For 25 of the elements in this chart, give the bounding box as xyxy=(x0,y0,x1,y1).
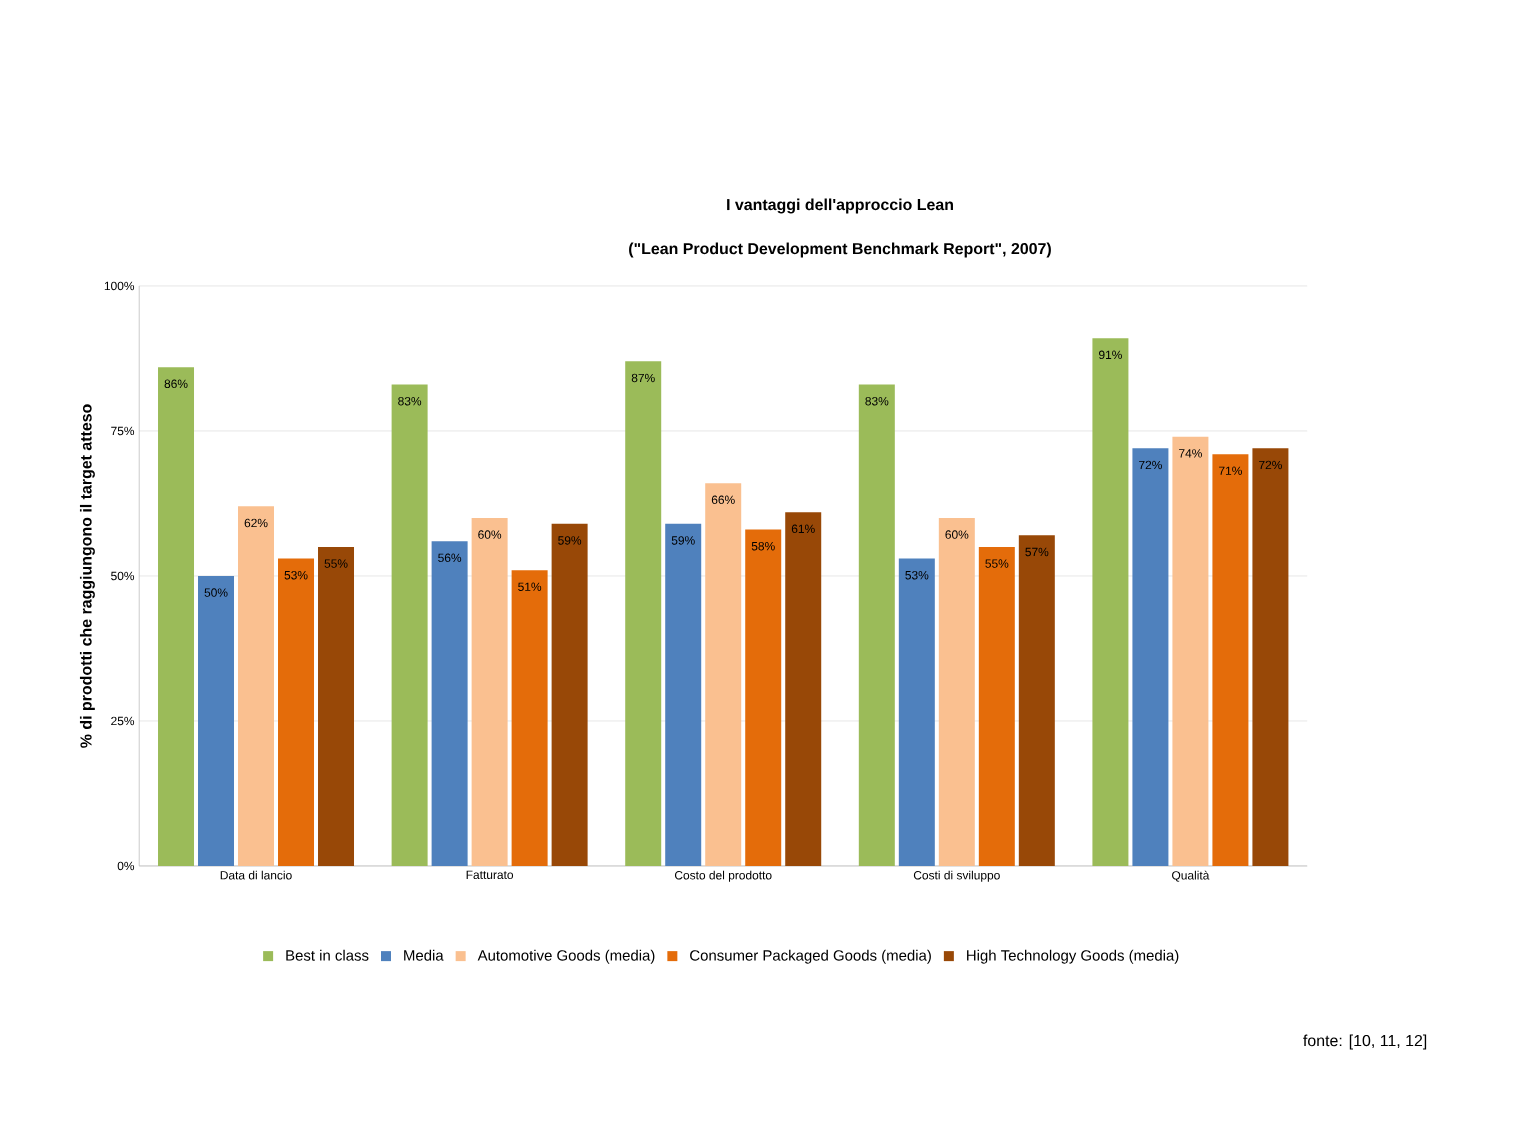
bar xyxy=(745,529,782,866)
bar xyxy=(318,546,355,866)
bar xyxy=(705,483,742,866)
bar xyxy=(1252,448,1289,866)
bar xyxy=(938,517,975,866)
bar xyxy=(431,541,468,866)
bar xyxy=(391,384,428,866)
bar xyxy=(1018,535,1055,866)
bar xyxy=(978,546,1015,866)
bar xyxy=(785,512,822,866)
bar xyxy=(198,575,235,866)
bar xyxy=(625,361,662,866)
bar xyxy=(278,558,315,866)
bar xyxy=(1092,338,1129,866)
bar xyxy=(158,367,195,866)
bar xyxy=(1212,454,1249,866)
bar xyxy=(858,384,895,866)
bar xyxy=(898,558,935,866)
bar xyxy=(238,506,275,866)
bar xyxy=(511,570,548,866)
bar xyxy=(551,523,588,866)
bar xyxy=(1172,436,1209,866)
bar xyxy=(665,523,702,866)
bar xyxy=(1132,448,1169,866)
bar xyxy=(471,517,508,866)
